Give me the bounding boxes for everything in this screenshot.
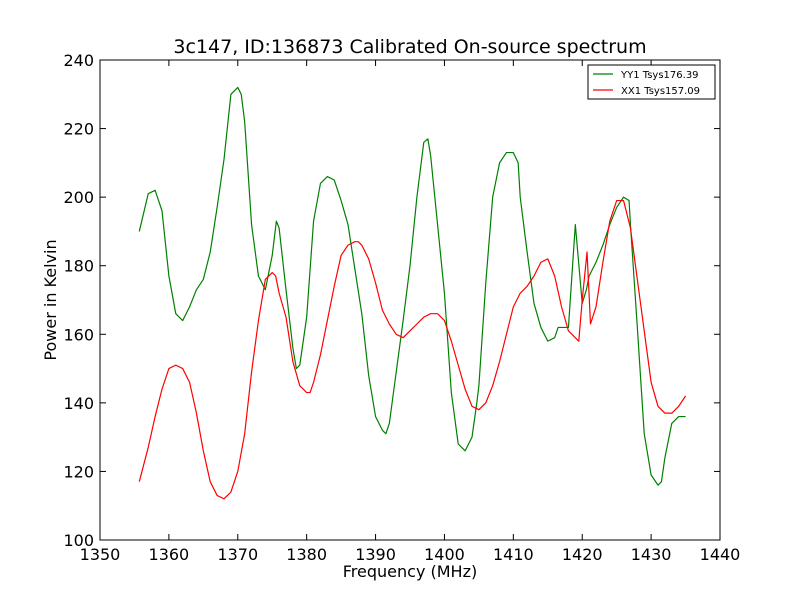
legend: YY1 Tsys176.39 XX1 Tsys157.09 bbox=[587, 64, 716, 100]
x-tick-label: 1400 bbox=[424, 545, 465, 564]
x-tick-label: 1440 bbox=[700, 545, 741, 564]
plot-frame bbox=[99, 59, 721, 541]
ticks-layer: 1350 1360 1370 1380 1390 1400 1410 1420 1430 1440… bbox=[63, 51, 740, 564]
x-tick-label: 1420 bbox=[562, 545, 603, 564]
y-tick-label: 160 bbox=[63, 325, 94, 344]
legend-items: YY1 Tsys176.39 XX1 Tsys157.09 bbox=[593, 70, 700, 97]
y-axis-label: Power in Kelvin bbox=[41, 239, 60, 360]
x-tick-label: 1350 bbox=[80, 545, 121, 564]
y-tick-label: 200 bbox=[63, 188, 94, 207]
series-line-1 bbox=[138, 86, 686, 486]
y-tick-label: 140 bbox=[63, 394, 94, 413]
x-tick-label: 1410 bbox=[493, 545, 534, 564]
y-tick-label: 220 bbox=[63, 120, 94, 139]
x-tick-label: 1430 bbox=[631, 545, 672, 564]
x-tick-label: 1370 bbox=[217, 545, 258, 564]
x-tick-label: 1380 bbox=[286, 545, 327, 564]
legend-box bbox=[587, 64, 716, 100]
y-tick-label: 180 bbox=[63, 257, 94, 276]
y-tick-label: 240 bbox=[63, 51, 94, 70]
series-layer bbox=[138, 86, 687, 500]
chart-title: 3c147, ID:136873 Calibrated On-source sp… bbox=[173, 36, 646, 58]
x-tick-label: 1360 bbox=[149, 545, 190, 564]
legend-label-1: YY1 Tsys176.39 bbox=[620, 70, 699, 81]
series-line-2 bbox=[138, 199, 687, 500]
x-axis-label: Frequency (MHz) bbox=[343, 562, 477, 581]
legend-label-2: XX1 Tsys157.09 bbox=[621, 86, 700, 97]
y-tick-label: 120 bbox=[63, 462, 94, 481]
y-tick-label: 100 bbox=[63, 531, 94, 550]
x-tick-label: 1390 bbox=[355, 545, 396, 564]
